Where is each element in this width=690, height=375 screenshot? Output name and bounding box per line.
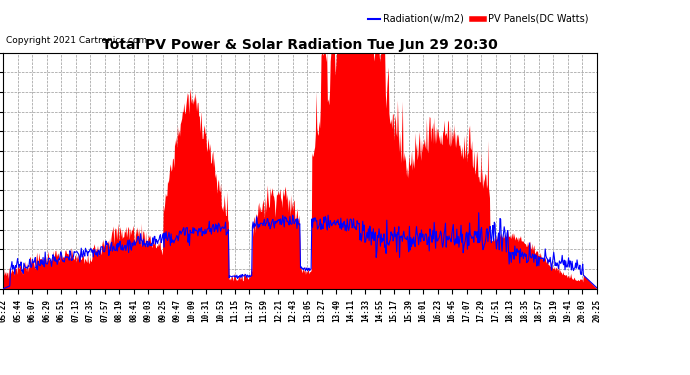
Title: Total PV Power & Solar Radiation Tue Jun 29 20:30: Total PV Power & Solar Radiation Tue Jun… — [102, 39, 498, 53]
Legend: Radiation(w/m2), PV Panels(DC Watts): Radiation(w/m2), PV Panels(DC Watts) — [364, 10, 592, 28]
Text: Copyright 2021 Cartronics.com: Copyright 2021 Cartronics.com — [6, 36, 147, 45]
